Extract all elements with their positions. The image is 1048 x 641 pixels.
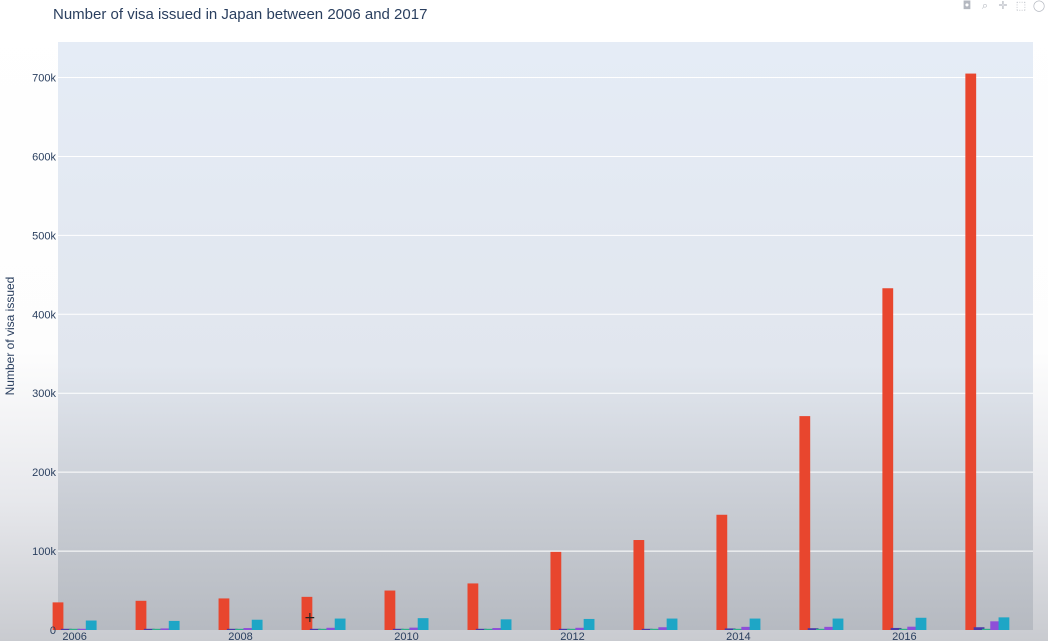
bar-series-3-2008[interactable]	[243, 628, 255, 630]
x-tick-label: 2016	[892, 631, 916, 641]
bar-series-3-2013[interactable]	[658, 627, 670, 630]
bar-series-2-2008[interactable]	[235, 628, 246, 630]
bar-series-2-2010[interactable]	[401, 628, 412, 630]
bar-series-2-2009[interactable]	[318, 628, 329, 630]
y-tick-label: 600k	[32, 151, 56, 163]
bar-series-0-2015[interactable]	[799, 416, 811, 630]
bar-series-4-2012[interactable]	[583, 618, 595, 630]
bar-series-2-2007[interactable]	[152, 628, 163, 630]
bar-series-0-2012[interactable]	[550, 551, 562, 630]
x-tick-labels: 2006 2008 2010 2012 2014 2016	[62, 631, 916, 641]
y-tick-label: 400k	[32, 309, 56, 321]
y-tick-labels: 0 100k 200k 300k 400k 500k 600k 700k	[32, 73, 56, 637]
bar-series-2-2012[interactable]	[567, 628, 578, 630]
bar-series-1-2014[interactable]	[724, 628, 736, 630]
bar-series-0-2010[interactable]	[384, 590, 396, 630]
y-tick-label: 500k	[32, 230, 56, 242]
bar-series-3-2011[interactable]	[492, 628, 504, 630]
x-tick-label: 2006	[62, 631, 86, 641]
bar-series-3-2015[interactable]	[824, 626, 836, 630]
bar-series-0-2007[interactable]	[135, 600, 147, 630]
bar-series-1-2007[interactable]	[143, 628, 155, 630]
x-tick-label: 2012	[560, 631, 584, 641]
modebar: ◘ ⌕ ✛ ⬚ ◯	[960, 0, 1046, 12]
pan-icon[interactable]: ✛	[998, 0, 1008, 12]
bar-series-1-2008[interactable]	[226, 628, 238, 630]
bar-series-4-2017[interactable]	[998, 617, 1010, 630]
bar-series-3-2006[interactable]	[77, 628, 89, 630]
bar-series-1-2009[interactable]	[309, 628, 321, 630]
bar-series-0-2006[interactable]	[52, 602, 64, 630]
bar-series-1-2011[interactable]	[475, 628, 487, 630]
bar-series-0-2016[interactable]	[882, 288, 894, 630]
y-tick-label: 300k	[32, 388, 56, 400]
bar-series-1-2015[interactable]	[807, 628, 819, 630]
bar-series-4-2013[interactable]	[666, 618, 678, 630]
y-tick-label: 200k	[32, 467, 56, 479]
bar-series-3-2014[interactable]	[741, 626, 753, 630]
bar-series-1-2006[interactable]	[60, 628, 72, 630]
bar-series-3-2017[interactable]	[990, 621, 1002, 630]
bar-series-2-2014[interactable]	[733, 628, 744, 630]
chart-title: Number of visa issued in Japan between 2…	[53, 6, 427, 23]
bar-series-2-2015[interactable]	[816, 628, 827, 630]
bar-series-1-2013[interactable]	[641, 628, 653, 630]
bar-series-3-2007[interactable]	[160, 628, 172, 630]
bar-series-2-2011[interactable]	[484, 628, 495, 630]
bar-series-0-2017[interactable]	[965, 73, 977, 630]
y-tick-label: 100k	[32, 546, 56, 558]
box-select-icon[interactable]: ⬚	[1015, 0, 1027, 12]
bar-series-0-2013[interactable]	[633, 540, 645, 630]
bar-series-2-2017[interactable]	[981, 628, 993, 630]
y-axis-title: Number of visa issued	[3, 277, 17, 396]
bar-series-0-2011[interactable]	[467, 583, 479, 630]
bar-series-3-2010[interactable]	[409, 627, 421, 630]
bar-series-2-2013[interactable]	[650, 628, 661, 630]
x-tick-label: 2014	[726, 631, 750, 641]
y-tick-label: 0	[50, 625, 56, 637]
bar-series-4-2007[interactable]	[168, 620, 180, 630]
bar-series-4-2006[interactable]	[85, 620, 97, 630]
bar-series-0-2009[interactable]	[301, 596, 313, 630]
zoom-icon[interactable]: ⌕	[981, 0, 989, 12]
bar-series-1-2012[interactable]	[558, 628, 570, 630]
crosshair-cursor-icon: +	[304, 610, 316, 626]
gridlines	[58, 77, 1033, 552]
bar-series-1-2010[interactable]	[392, 628, 404, 630]
bar-series-4-2015[interactable]	[832, 618, 844, 630]
bar-series-4-2008[interactable]	[251, 619, 263, 630]
bar-series-1-2016[interactable]	[890, 627, 902, 630]
bar-series-2-2006[interactable]	[69, 628, 80, 630]
bar-series-0-2008[interactable]	[218, 598, 230, 630]
x-tick-label: 2010	[394, 631, 418, 641]
bar-series-4-2014[interactable]	[749, 618, 761, 630]
bars[interactable]	[52, 73, 1010, 630]
bar-series-4-2016[interactable]	[915, 617, 927, 630]
bar-series-4-2009[interactable]	[334, 618, 346, 630]
bar-series-3-2009[interactable]	[326, 627, 338, 630]
bar-series-1-2017[interactable]	[973, 627, 985, 630]
plot-area	[58, 42, 1033, 630]
lasso-icon[interactable]: ◯	[1032, 0, 1046, 12]
bar-series-3-2016[interactable]	[907, 626, 919, 630]
bar-series-2-2016[interactable]	[898, 628, 910, 630]
camera-icon[interactable]: ◘	[962, 0, 972, 12]
bar-series-3-2012[interactable]	[575, 627, 587, 630]
x-tick-label: 2008	[228, 631, 252, 641]
y-tick-label: 700k	[32, 73, 56, 85]
bar-series-4-2011[interactable]	[500, 619, 512, 630]
bar-series-0-2014[interactable]	[716, 514, 728, 630]
bar-series-4-2010[interactable]	[417, 618, 429, 630]
